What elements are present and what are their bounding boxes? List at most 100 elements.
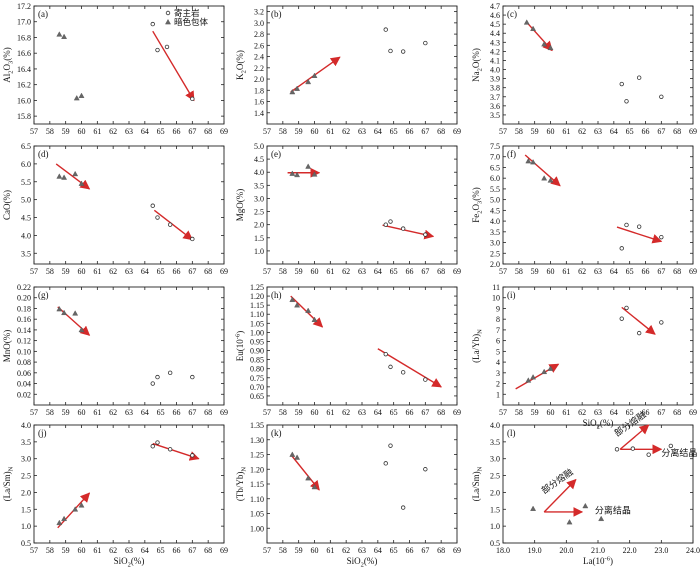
y-tick-label: 17.2 xyxy=(17,2,31,11)
host-rock-point xyxy=(646,452,651,457)
x-tick-label: 58 xyxy=(279,546,287,555)
y-tick-label: 1.25 xyxy=(250,451,264,460)
y-tick-label: 0.75 xyxy=(250,374,264,383)
y-tick-label: 5.0 xyxy=(254,142,264,151)
x-tick-label: 66 xyxy=(406,267,414,276)
enclave-point xyxy=(78,326,85,333)
x-tick-label: 68 xyxy=(673,267,681,276)
x-tick-label: 57 xyxy=(30,408,38,417)
x-tick-label: 20.0 xyxy=(559,546,573,555)
enclave-point xyxy=(530,505,537,511)
enclave-point xyxy=(72,506,79,512)
x-tick-label: 68 xyxy=(673,408,681,417)
y-tick-label: 2.2 xyxy=(254,64,264,73)
x-tick-label: 68 xyxy=(204,408,212,417)
x-tick-label: 67 xyxy=(657,127,665,136)
y-tick-label: 2.0 xyxy=(490,260,500,269)
x-tick-label: 68 xyxy=(204,546,212,555)
y-tick-label: 1.0 xyxy=(254,247,264,256)
x-tick-label: 68 xyxy=(204,267,212,276)
x-tick-label: 59 xyxy=(62,408,70,417)
x-tick-label: 19.0 xyxy=(528,546,542,555)
x-tick-label: 64 xyxy=(374,127,382,136)
x-axis-label: SiO2(%) xyxy=(347,556,378,569)
x-tick-label: 59 xyxy=(531,267,539,276)
x-tick-label: 59 xyxy=(62,267,70,276)
x-tick-label: 66 xyxy=(642,267,650,276)
y-tick-label: 16.8 xyxy=(17,33,31,42)
host-rock-point xyxy=(388,364,393,370)
enclave-point xyxy=(547,44,554,51)
y-tick-label: 3.0 xyxy=(490,239,500,248)
enclave-point xyxy=(311,316,318,322)
y-tick-label: 1.10 xyxy=(250,310,264,319)
x-tick-label: 60 xyxy=(311,127,319,136)
panel-k: 57 58 59 60 61 62 63 64 65 66 67 68 69 1.00 1.05 1.10 1.… xyxy=(235,421,461,569)
x-tick-label: 67 xyxy=(657,408,665,417)
y-tick-label: 1.05 xyxy=(250,319,264,328)
x-tick-label: 60 xyxy=(78,267,86,276)
trend-arrow xyxy=(152,30,195,102)
x-tick-label: 58 xyxy=(46,546,54,555)
y-tick-label: 3.5 xyxy=(490,228,500,237)
host-rock-point xyxy=(190,453,195,458)
enclave-point xyxy=(541,41,548,47)
y-tick-label: 1.15 xyxy=(250,480,264,489)
y-tick-label: 3.5 xyxy=(254,181,264,190)
enclave-point xyxy=(523,19,530,25)
y-axis-label-cao: CaO(%) xyxy=(2,190,12,220)
y-tick-label: 4.1 xyxy=(490,56,500,65)
host-rock-point xyxy=(155,47,160,53)
y-tick-label: 4.7 xyxy=(490,2,500,11)
enclave-point xyxy=(311,171,318,177)
y-tick-label: 4.0 xyxy=(490,66,500,75)
x-tick-label: 66 xyxy=(173,546,181,555)
y-tick-label: 4.0 xyxy=(490,217,500,226)
x-tick-label: 61 xyxy=(326,408,334,417)
host-rock-point xyxy=(383,27,388,32)
enclave-point xyxy=(541,175,548,181)
host-rock-point xyxy=(167,222,173,227)
x-tick-label: 61 xyxy=(326,127,334,136)
plot-frame xyxy=(502,286,694,406)
y-tick-label: 0.12 xyxy=(17,337,31,346)
y-tick-label: 2 xyxy=(496,380,500,389)
x-tick-label: 66 xyxy=(406,546,414,555)
x-axis-label: SiO2(%) xyxy=(583,418,614,431)
enclave-point xyxy=(547,177,554,183)
x-tick-label: 60 xyxy=(78,408,86,417)
x-tick-label: 69 xyxy=(220,546,228,555)
x-tick-label: 59 xyxy=(62,127,70,136)
y-tick-label: 1.05 xyxy=(250,510,264,519)
host-rock-point xyxy=(614,447,620,452)
y-tick-label: 5.5 xyxy=(21,178,31,187)
process-annotation: 分离结晶 xyxy=(595,504,631,515)
y-tick-label: 4.4 xyxy=(490,29,500,38)
y-tick-label: 4.5 xyxy=(490,20,500,29)
x-tick-label: 69 xyxy=(453,127,461,136)
panel-i: 57 58 59 60 61 62 63 64 65 66 67 68 691234567891011(… xyxy=(471,283,697,431)
plot-frame xyxy=(33,145,225,265)
enclave-point xyxy=(61,33,68,39)
x-tick-label: 63 xyxy=(125,267,133,276)
x-tick-label: 57 xyxy=(499,127,507,136)
y-axis-label-la-yb-n: (La/Yb)N xyxy=(471,329,484,363)
host-rock-point xyxy=(383,222,388,227)
x-tick-label: 61 xyxy=(93,546,101,555)
y-tick-label: 4.0 xyxy=(490,421,500,430)
y-tick-label: 0.5 xyxy=(21,539,31,548)
y-tick-label: 7.5 xyxy=(490,142,500,151)
x-tick-label: 63 xyxy=(594,127,602,136)
host-rock-point xyxy=(400,505,406,510)
y-tick-label: 4.2 xyxy=(490,47,500,56)
panel-l: 18.0 19.0 20.0 21.0 22.0 23.0 24.0 0.5 1.0 1.5 2.0… xyxy=(471,409,700,566)
x-tick-label: 59 xyxy=(531,408,539,417)
y-tick-label: 3.0 xyxy=(254,19,264,28)
x-tick-label: 67 xyxy=(421,267,429,276)
x-tick-label: 67 xyxy=(188,546,196,555)
y-tick-label: 1.20 xyxy=(250,465,264,474)
y-tick-label: 15.8 xyxy=(17,112,31,121)
x-tick-label: 62 xyxy=(578,408,586,417)
y-tick-label: 4.5 xyxy=(21,214,31,223)
enclave-point xyxy=(61,309,68,316)
